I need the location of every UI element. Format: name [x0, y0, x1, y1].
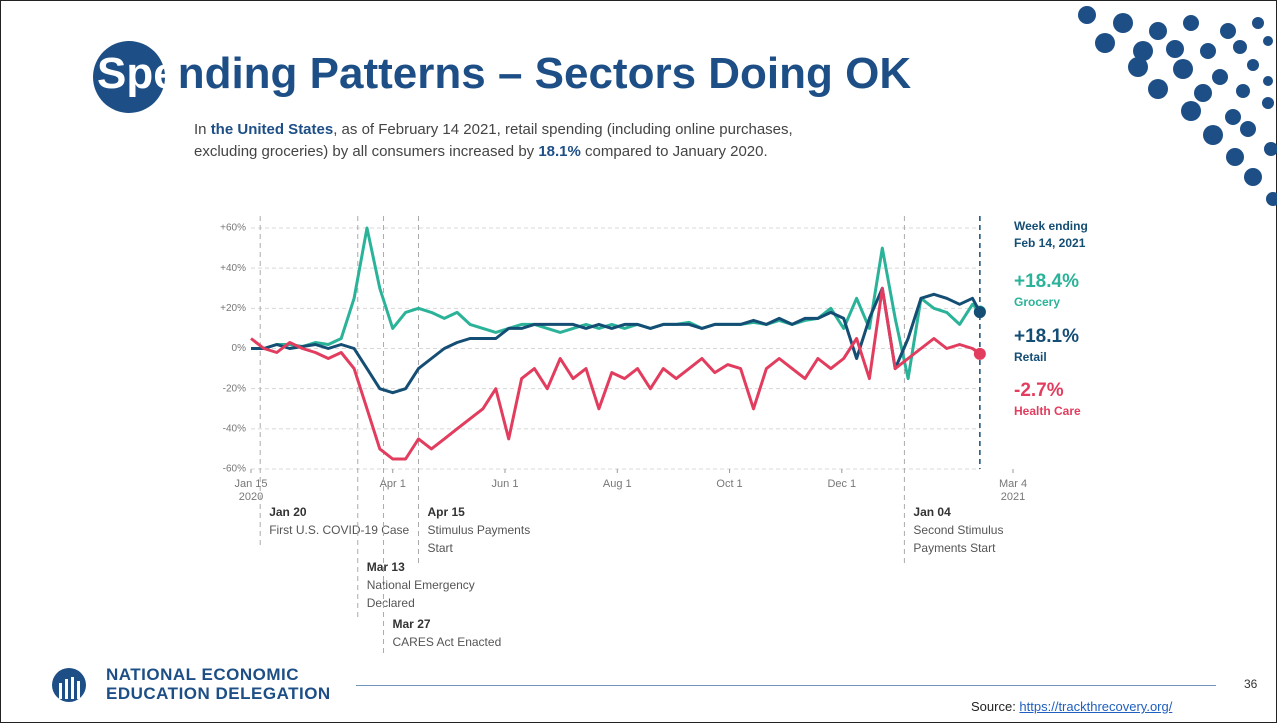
- event-date: Apr 15: [427, 505, 465, 519]
- source-label: Source:: [971, 699, 1020, 714]
- end-value-label: +18.4%: [1014, 271, 1079, 292]
- y-tick-label: +60%: [220, 223, 246, 234]
- logo-line: EDUCATION DELEGATION: [106, 684, 331, 703]
- event-text: Declared: [367, 596, 415, 610]
- logo-line: NATIONAL ECONOMIC: [106, 665, 299, 684]
- event-text: Stimulus Payments: [427, 523, 530, 537]
- legend-label: Grocery: [1014, 295, 1060, 309]
- subtitle-part: compared to January 2020.: [580, 143, 768, 160]
- legend-label: Health Care: [1014, 404, 1081, 418]
- x-tick-sublabel: 2021: [1001, 491, 1025, 503]
- subtitle-part: the United States: [210, 121, 334, 138]
- week-ending-label: Feb 14, 2021: [1014, 236, 1086, 250]
- event-text: Start: [427, 541, 453, 555]
- end-dot: [973, 347, 986, 360]
- event-text: Second Stimulus: [913, 523, 1003, 537]
- slide-title: Spending Patterns – Sectors Doing OK: [97, 49, 911, 99]
- x-tick-label: Jan 15: [234, 478, 267, 490]
- page-number: 36: [1244, 677, 1258, 691]
- event-text: CARES Act Enacted: [393, 635, 502, 649]
- event-date: Mar 13: [367, 560, 405, 574]
- series-line: [250, 286, 981, 461]
- y-tick-label: -60%: [223, 464, 246, 475]
- title-part: Spe: [97, 49, 178, 98]
- logo-text: NATIONAL ECONOMIC EDUCATION DELEGATION: [106, 665, 331, 703]
- x-tick-sublabel: 2020: [239, 491, 263, 503]
- y-tick-label: +40%: [220, 263, 246, 274]
- series: [251, 286, 986, 395]
- y-tick-label: -40%: [223, 423, 246, 434]
- event-date: Jan 04: [913, 505, 951, 519]
- x-tick-label: Dec 1: [827, 478, 856, 490]
- subtitle-part: In: [194, 121, 211, 138]
- y-tick-label: +20%: [220, 303, 246, 314]
- subtitle-part: 18.1%: [538, 143, 581, 160]
- x-tick-label: Mar 4: [999, 478, 1027, 490]
- end-dot: [973, 306, 986, 319]
- title-part: nding Patterns – Sectors Doing OK: [177, 49, 912, 98]
- logo-icon: [52, 668, 86, 702]
- subtitle-part: , as of February 14 2021, retail spendin…: [194, 121, 793, 160]
- decor-dots: [1078, 6, 1277, 206]
- event-date: Jan 20: [269, 505, 307, 519]
- title-circle: [93, 41, 165, 113]
- source-link[interactable]: https://trackthrecovery.org/: [1019, 699, 1173, 714]
- x-tick-label: Apr 1: [380, 478, 406, 490]
- footer-rule: [356, 685, 1216, 686]
- x-tick-label: Oct 1: [716, 478, 742, 490]
- legend-label: Retail: [1014, 350, 1047, 364]
- week-ending-label: Week ending: [1014, 219, 1088, 233]
- event-text: Payments Start: [913, 541, 996, 555]
- event-text: First U.S. COVID-19 Case: [269, 523, 409, 537]
- event-text: National Emergency: [367, 578, 475, 592]
- subtitle: In the United States, as of February 14 …: [194, 119, 814, 163]
- x-tick-label: Jun 1: [492, 478, 519, 490]
- y-tick-label: 0%: [232, 343, 247, 354]
- series-line: [251, 286, 982, 395]
- event-date: Mar 27: [393, 617, 431, 631]
- end-value-label: +18.1%: [1014, 326, 1079, 347]
- x-tick-label: Aug 1: [603, 478, 632, 490]
- y-tick-label: -20%: [223, 383, 246, 394]
- source: Source: https://trackthrecovery.org/: [971, 699, 1172, 714]
- series: [250, 286, 986, 461]
- end-value-label: -2.7%: [1014, 380, 1064, 401]
